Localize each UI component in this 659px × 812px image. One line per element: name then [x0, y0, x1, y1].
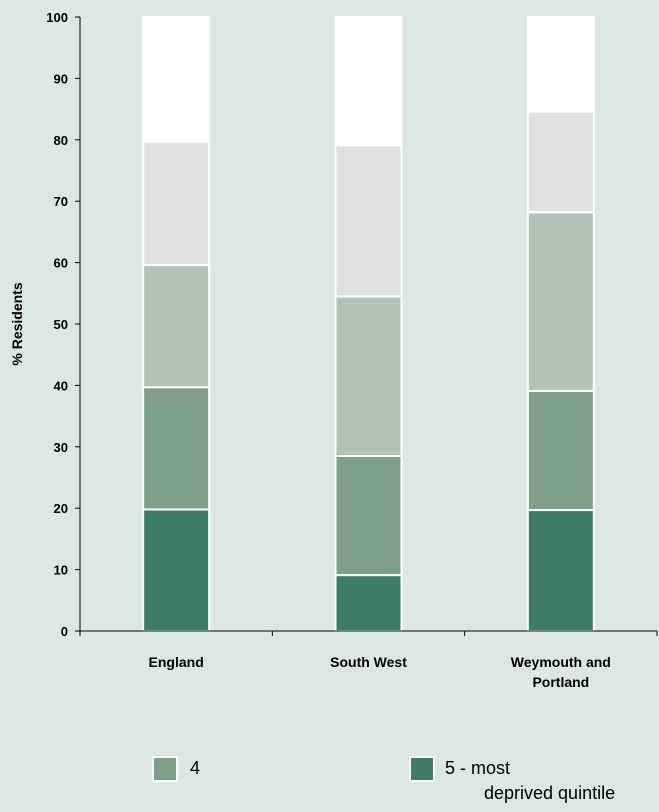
y-tick-labels: 0 10 20 30 40 50 60 70 80 90 100 [46, 10, 68, 639]
bar-segment-2-0 [526, 509, 595, 632]
legend-swatch-5 [409, 756, 435, 782]
bar-segment-1-1 [334, 455, 403, 577]
y-tick-label-10: 100 [46, 10, 68, 25]
bar-segment-0-2 [142, 264, 211, 389]
bar-segment-1-4 [334, 16, 403, 147]
x-category-label-1: South West [330, 654, 407, 670]
y-tick-label-1: 10 [54, 563, 68, 578]
y-tick-label-9: 90 [54, 71, 68, 86]
bar-segment-2-2 [526, 211, 595, 392]
y-tick-label-8: 80 [54, 133, 68, 148]
y-tick-label-4: 40 [54, 378, 68, 393]
axes [75, 16, 658, 636]
bar-segment-1-0 [334, 574, 403, 632]
legend-swatch-4 [152, 756, 178, 782]
bar-segment-2-4 [526, 16, 595, 113]
bar-segment-0-3 [142, 140, 211, 267]
legend-label-5-line-2: deprived quintile [484, 783, 616, 803]
legend-label-5-line-1: 5 - most [445, 758, 511, 778]
bar-segment-1-2 [334, 295, 403, 458]
y-tick-label-0: 0 [61, 624, 68, 639]
legend-label-4: 4 [190, 758, 201, 778]
bar-segment-0-1 [142, 386, 211, 511]
bar-segment-1-3 [334, 144, 403, 298]
y-tick-label-7: 70 [54, 194, 68, 209]
y-tick-label-5: 50 [54, 317, 68, 332]
x-category-label-0: England [149, 654, 204, 670]
y-tick-label-2: 20 [54, 501, 68, 516]
y-axis-label: % Residents [9, 282, 25, 365]
bar-segment-2-3 [526, 110, 595, 214]
bar-segment-0-0 [142, 508, 211, 633]
x-category-labels: England South West Weymouth and Portland [149, 654, 611, 690]
x-category-label-2: Weymouth and Portland [511, 654, 611, 690]
bar-segment-0-4 [142, 16, 211, 143]
bar-group [142, 16, 595, 633]
y-tick-label-6: 60 [54, 256, 68, 271]
y-tick-label-3: 30 [54, 440, 68, 455]
bar-segment-2-1 [526, 389, 595, 512]
